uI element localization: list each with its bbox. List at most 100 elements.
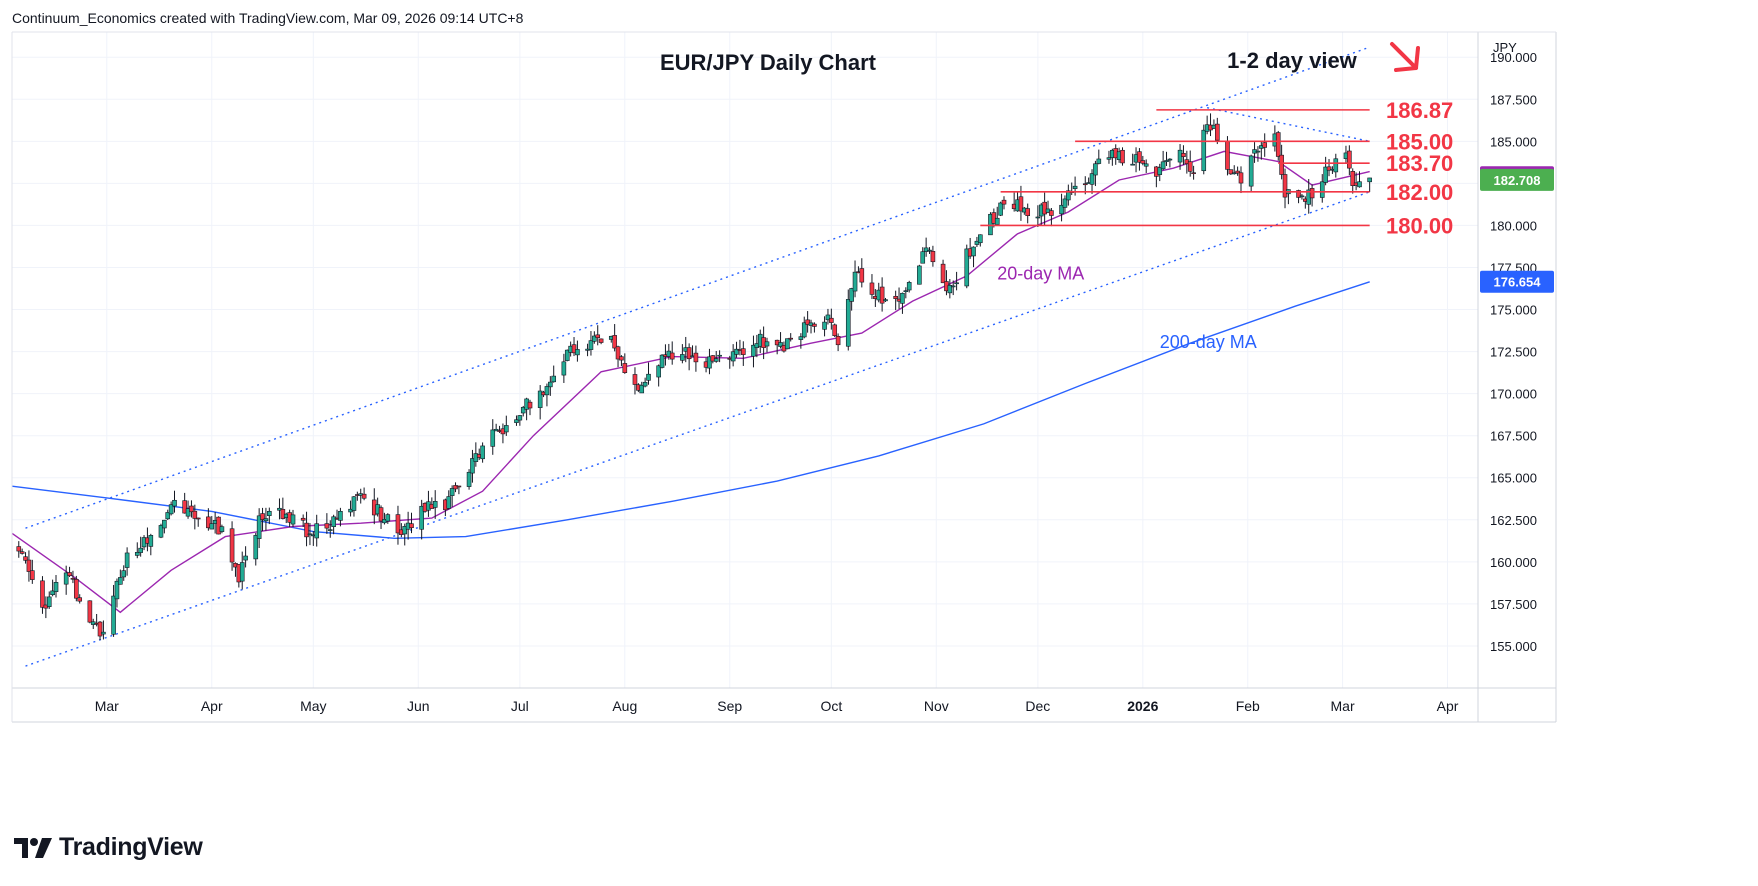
candle <box>327 520 333 538</box>
candle-body-down <box>324 523 330 529</box>
ma20-line <box>11 150 1370 614</box>
candle <box>598 338 604 345</box>
candle-body-up <box>798 336 804 340</box>
y-tick-label: 165.000 <box>1490 471 1537 486</box>
candle-body-down <box>1082 183 1088 186</box>
candle <box>192 504 198 530</box>
candle-body-up <box>592 335 597 342</box>
candle-body-down <box>788 337 794 340</box>
candle <box>168 501 174 516</box>
candle-body-up <box>1093 163 1098 176</box>
candle-body-up <box>1130 163 1135 166</box>
candle-body-up <box>713 358 719 362</box>
candle <box>707 348 712 375</box>
candle <box>1089 169 1095 194</box>
candle <box>267 507 272 525</box>
candle-body-up <box>520 406 526 414</box>
grid-lines <box>12 32 1478 688</box>
candle <box>954 271 959 291</box>
candle <box>1347 145 1352 176</box>
candle <box>622 353 628 374</box>
candle <box>118 569 123 585</box>
candle <box>1350 168 1356 194</box>
candle-body-down <box>619 356 624 361</box>
candle <box>537 385 543 420</box>
candle-body-up <box>734 348 739 355</box>
candle <box>1066 184 1071 206</box>
candle <box>1157 163 1163 182</box>
chart-title: EUR/JPY Daily Chart <box>660 50 877 75</box>
candle <box>659 354 665 369</box>
y-tick-label: 160.000 <box>1490 555 1537 570</box>
candle-body-down <box>1309 188 1315 199</box>
candle-body-up <box>446 496 452 509</box>
candle <box>998 201 1003 217</box>
candle-body-up <box>419 505 424 530</box>
candle-body-down <box>70 577 76 580</box>
candle-body-up <box>517 415 523 421</box>
candle <box>561 353 567 383</box>
candle-body-up <box>544 386 550 396</box>
candle <box>243 546 248 568</box>
axes-layer: 155.000 157.500 160.000 162.500 165.000 167.5… <box>11 31 1557 723</box>
candle <box>829 308 834 330</box>
candle <box>514 415 519 426</box>
candle-body-up <box>219 526 225 532</box>
candle-body-up <box>764 341 770 347</box>
candle <box>903 287 909 299</box>
candle <box>1001 196 1007 210</box>
candle-body-up <box>493 428 499 432</box>
candle-body-down <box>1296 190 1301 198</box>
candle-body-up <box>121 570 127 578</box>
candle-body-up <box>243 555 248 561</box>
candle <box>1333 153 1339 178</box>
candle-body-down <box>1215 123 1220 141</box>
candle <box>195 517 201 527</box>
candle-body-down <box>1235 170 1240 174</box>
y-tick-label: 155.000 <box>1490 639 1537 654</box>
candle-body-down <box>1347 150 1352 169</box>
candle <box>852 260 858 298</box>
candle-body-up <box>1167 158 1173 161</box>
candle <box>378 505 384 529</box>
candle <box>121 565 127 581</box>
arrow-down-right-icon <box>1390 42 1420 72</box>
candle-body-down <box>686 347 692 360</box>
candle <box>114 578 120 608</box>
candle-body-up <box>290 514 296 525</box>
candle <box>822 316 827 337</box>
candle-body-down <box>1228 169 1234 175</box>
candle-body-up <box>639 384 645 394</box>
candle <box>978 234 983 247</box>
channel-lower-line <box>25 191 1370 667</box>
candle <box>917 264 922 285</box>
candle <box>138 536 143 557</box>
candle <box>53 575 59 598</box>
candle-body-down <box>805 319 810 325</box>
candle-body-up <box>1059 204 1064 215</box>
candle-body-up <box>1367 177 1372 183</box>
candle <box>798 333 804 349</box>
candle <box>256 508 262 549</box>
candle <box>1187 150 1193 177</box>
candle-body-down <box>1187 161 1193 172</box>
candle <box>1262 133 1268 157</box>
candle-body-up <box>134 552 140 556</box>
candle <box>185 500 191 519</box>
ma-annotation: 200-day MA <box>1160 332 1257 352</box>
candle-body-down <box>859 268 865 283</box>
candle-body-up <box>50 590 55 596</box>
annotation-layer: 20-day MA 200-day MA <box>997 263 1257 352</box>
candle <box>314 514 320 547</box>
candle-body-up <box>947 285 953 294</box>
candle-body-up <box>551 375 557 383</box>
candle <box>260 507 265 532</box>
candle <box>1235 166 1240 176</box>
candle <box>1201 124 1207 175</box>
candle <box>524 397 529 421</box>
candle-body-down <box>26 559 32 572</box>
tradingview-brand[interactable]: TradingView <box>14 833 203 862</box>
candle-body-up <box>1201 129 1207 172</box>
candle-body-up <box>588 340 594 350</box>
